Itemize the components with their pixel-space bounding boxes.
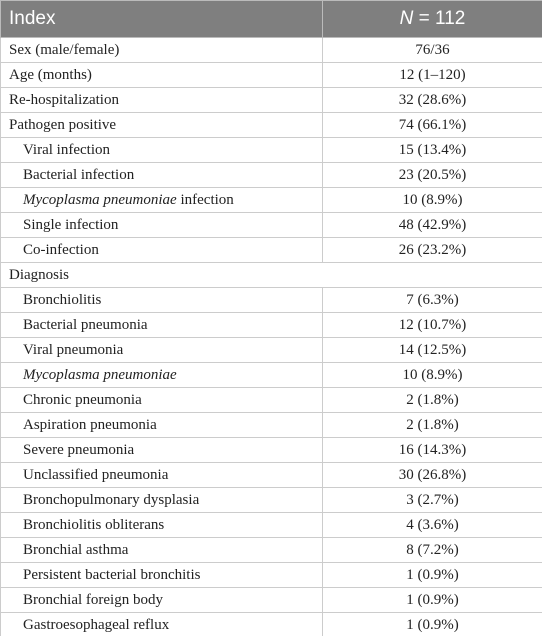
row-label: Single infection bbox=[0, 212, 323, 238]
row-label: Bronchiolitis bbox=[0, 287, 323, 313]
row-label: Bronchopulmonary dysplasia bbox=[0, 487, 323, 513]
row-label: Viral infection bbox=[0, 137, 323, 163]
row-label: Bronchial asthma bbox=[0, 537, 323, 563]
table-row: Chronic pneumonia 2 (1.8%) bbox=[0, 387, 542, 413]
row-label: Severe pneumonia bbox=[0, 437, 323, 463]
row-label: Diagnosis bbox=[0, 262, 542, 288]
table-row: Gastroesophageal reflux 1 (0.9%) bbox=[0, 612, 542, 636]
row-value: 1 (0.9%) bbox=[322, 562, 542, 588]
table-row: Persistent bacterial bronchitis 1 (0.9%) bbox=[0, 562, 542, 588]
row-value: 30 (26.8%) bbox=[322, 462, 542, 488]
row-label: Unclassified pneumonia bbox=[0, 462, 323, 488]
row-label: Aspiration pneumonia bbox=[0, 412, 323, 438]
row-value: 10 (8.9%) bbox=[322, 362, 542, 388]
row-label: Gastroesophageal reflux bbox=[0, 612, 323, 636]
table-row: Single infection 48 (42.9%) bbox=[0, 212, 542, 238]
table-row: Mycoplasma pneumoniae 10 (8.9%) bbox=[0, 362, 542, 388]
row-value: 12 (1–120) bbox=[322, 62, 542, 88]
row-value: 16 (14.3%) bbox=[322, 437, 542, 463]
text: infection bbox=[176, 191, 234, 208]
table-row: Severe pneumonia 16 (14.3%) bbox=[0, 437, 542, 463]
table-row: Unclassified pneumonia 30 (26.8%) bbox=[0, 462, 542, 488]
row-label: Re-hospitalization bbox=[0, 87, 323, 113]
table-row: Viral pneumonia 14 (12.5%) bbox=[0, 337, 542, 363]
row-value: 8 (7.2%) bbox=[322, 537, 542, 563]
row-label: Mycoplasma pneumoniae bbox=[0, 362, 323, 388]
table-row: Bronchiolitis 7 (6.3%) bbox=[0, 287, 542, 313]
row-value: 2 (1.8%) bbox=[322, 412, 542, 438]
row-label: Pathogen positive bbox=[0, 112, 323, 138]
table-row: Co-infection 26 (23.2%) bbox=[0, 237, 542, 263]
table-row: Age (months) 12 (1–120) bbox=[0, 62, 542, 88]
italic-text: Mycoplasma pneumoniae bbox=[23, 191, 177, 208]
header-row: Index N = 112 bbox=[0, 0, 542, 38]
row-value: 1 (0.9%) bbox=[322, 587, 542, 613]
table-row: Bronchial foreign body 1 (0.9%) bbox=[0, 587, 542, 613]
row-value: 7 (6.3%) bbox=[322, 287, 542, 313]
row-value: 76/36 bbox=[322, 37, 542, 63]
table-row: Pathogen positive 74 (66.1%) bbox=[0, 112, 542, 138]
row-value: 32 (28.6%) bbox=[322, 87, 542, 113]
table-row: Viral infection 15 (13.4%) bbox=[0, 137, 542, 163]
row-label: Age (months) bbox=[0, 62, 323, 88]
table-row: Bacterial pneumonia 12 (10.7%) bbox=[0, 312, 542, 338]
table-row: Bronchopulmonary dysplasia 3 (2.7%) bbox=[0, 487, 542, 513]
table-row: Bronchial asthma 8 (7.2%) bbox=[0, 537, 542, 563]
row-value: 10 (8.9%) bbox=[322, 187, 542, 213]
row-value: 14 (12.5%) bbox=[322, 337, 542, 363]
row-value: 15 (13.4%) bbox=[322, 137, 542, 163]
row-label: Mycoplasma pneumoniae infection bbox=[0, 187, 323, 213]
row-label: Persistent bacterial bronchitis bbox=[0, 562, 323, 588]
header-cell: N = 112 bbox=[322, 0, 542, 38]
header-cell: Index bbox=[0, 0, 323, 38]
table-row: Re-hospitalization 32 (28.6%) bbox=[0, 87, 542, 113]
row-label: Co-infection bbox=[0, 237, 323, 263]
row-value: 26 (23.2%) bbox=[322, 237, 542, 263]
row-label: Bacterial pneumonia bbox=[0, 312, 323, 338]
table-row: Bronchiolitis obliterans 4 (3.6%) bbox=[0, 512, 542, 538]
table-row: Diagnosis bbox=[0, 262, 542, 288]
table-row: Aspiration pneumonia 2 (1.8%) bbox=[0, 412, 542, 438]
row-label: Chronic pneumonia bbox=[0, 387, 323, 413]
row-value: 4 (3.6%) bbox=[322, 512, 542, 538]
row-label: Bronchiolitis obliterans bbox=[0, 512, 323, 538]
row-label: Bronchial foreign body bbox=[0, 587, 323, 613]
text: = 112 bbox=[413, 8, 466, 29]
row-label: Bacterial infection bbox=[0, 162, 323, 188]
row-value: 74 (66.1%) bbox=[322, 112, 542, 138]
row-value: 2 (1.8%) bbox=[322, 387, 542, 413]
table-row: Bacterial infection 23 (20.5%) bbox=[0, 162, 542, 188]
table-row: Sex (male/female) 76/36 bbox=[0, 37, 542, 63]
row-value: 1 (0.9%) bbox=[322, 612, 542, 636]
row-value: 12 (10.7%) bbox=[322, 312, 542, 338]
table-row: Mycoplasma pneumoniae infection 10 (8.9%) bbox=[0, 187, 542, 213]
table-body: Sex (male/female) 76/36 Age (months) 12 (1–… bbox=[0, 37, 542, 636]
row-label: Sex (male/female) bbox=[0, 37, 323, 63]
italic-text: N bbox=[399, 8, 414, 29]
row-value: 23 (20.5%) bbox=[322, 162, 542, 188]
row-value: 48 (42.9%) bbox=[322, 212, 542, 238]
row-label: Viral pneumonia bbox=[0, 337, 323, 363]
italic-text: Mycoplasma pneumoniae bbox=[23, 366, 177, 383]
row-value: 3 (2.7%) bbox=[322, 487, 542, 513]
